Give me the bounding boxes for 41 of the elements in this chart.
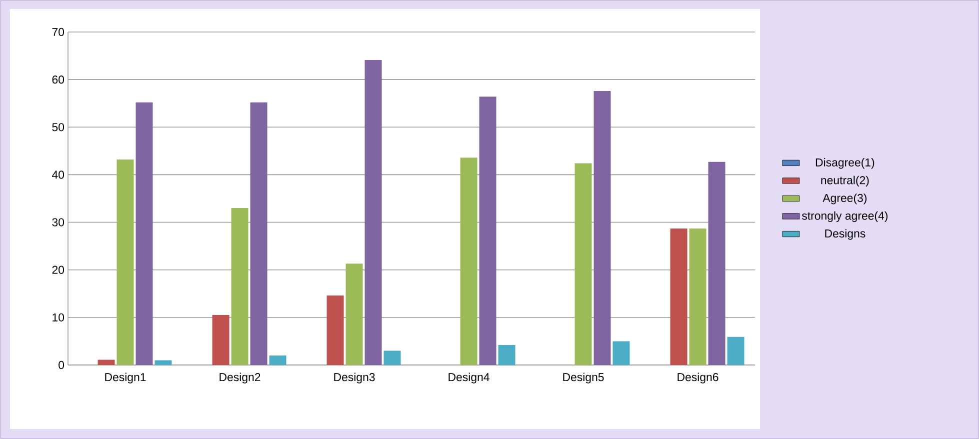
- bar: [708, 162, 726, 365]
- x-tick-label: Design6: [678, 372, 718, 384]
- x-tick-label: Design3: [334, 372, 375, 384]
- bar: [689, 228, 706, 365]
- x-tick-label: Design5: [563, 372, 604, 384]
- bar: [212, 315, 230, 365]
- y-tick-label: 70: [52, 28, 64, 36]
- bar: [574, 163, 592, 365]
- y-tick-label: 50: [52, 123, 64, 132]
- legend-label: strongly agree(4): [802, 211, 888, 222]
- legend-label: Disagree(1): [816, 158, 874, 169]
- x-tick-label: Design2: [220, 372, 260, 384]
- bar: [670, 228, 688, 365]
- bar: [269, 355, 286, 365]
- bar: [250, 102, 268, 365]
- bar: [612, 341, 630, 365]
- legend-label: neutral(2): [821, 176, 869, 186]
- bar: [136, 102, 153, 365]
- bar: [384, 350, 401, 365]
- bar: [346, 264, 363, 365]
- bar: [727, 336, 744, 365]
- y-tick-label: 30: [52, 218, 64, 226]
- bar: [460, 158, 478, 365]
- bar: [98, 360, 115, 365]
- bar: [479, 96, 496, 365]
- y-tick-label: 0: [58, 360, 64, 370]
- y-tick-label: 20: [52, 266, 64, 274]
- bar: [116, 159, 134, 365]
- bar: [594, 90, 611, 365]
- bar: [364, 60, 382, 365]
- x-tick-label: Design4: [448, 372, 490, 384]
- legend-label: Agree(3): [822, 194, 867, 204]
- y-tick-label: 10: [52, 313, 64, 322]
- bar: [231, 208, 248, 365]
- y-tick-label: 60: [52, 76, 64, 84]
- bar: [498, 345, 516, 365]
- bar: [326, 296, 344, 365]
- y-tick-label: 40: [52, 170, 64, 179]
- x-tick-label: Design1: [105, 372, 146, 384]
- legend-label: Designs: [825, 229, 866, 240]
- bar: [154, 360, 172, 365]
